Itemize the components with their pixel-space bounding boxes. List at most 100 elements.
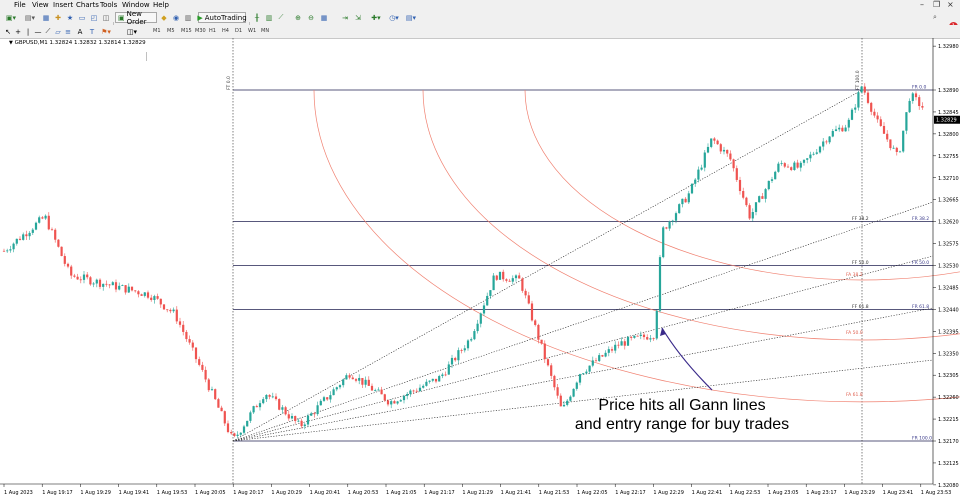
standard-toolbar: ▣▾ ▤▾ ▦ ✚ ★ ▭ ◰ ◫ ▣ New Order ◆ ◉ ▥ ▶ Auto… — [0, 9, 960, 33]
candle-body — [514, 275, 518, 279]
candle-body — [556, 387, 559, 396]
time-label: 1 Aug 21:53 — [539, 490, 570, 496]
trendline-icon[interactable]: ⟋ — [45, 27, 51, 35]
timeframe-w1[interactable]: W1 — [248, 28, 257, 34]
zoom-in-icon[interactable]: ⊕ — [295, 13, 301, 22]
new-order-button[interactable]: ▣ New Order — [115, 9, 157, 26]
candle-body — [636, 335, 639, 337]
timeframe-m1[interactable]: M1 — [153, 28, 161, 34]
bar-chart-icon[interactable]: ╫ — [254, 13, 260, 22]
candle-body — [569, 396, 572, 401]
text-icon[interactable]: A — [77, 27, 83, 36]
candle-body — [742, 191, 745, 198]
candle-body — [233, 433, 236, 436]
strategy-tester-icon[interactable]: ◰ — [90, 13, 98, 22]
restore-icon[interactable]: ❐ — [933, 0, 941, 9]
candle-body — [44, 215, 47, 219]
candle-body — [882, 125, 886, 134]
candle-body — [470, 339, 473, 341]
candle-body — [290, 416, 294, 419]
new-chart-icon[interactable]: ▣▾ — [5, 13, 17, 22]
price-label: 1.32440 — [938, 307, 959, 313]
menu-view[interactable]: View — [32, 1, 49, 9]
fan-line — [232, 201, 934, 442]
vertical-line-icon[interactable]: | — [26, 27, 30, 36]
candlestick-chart-icon[interactable]: ▥ — [265, 13, 273, 22]
close-icon[interactable]: × — [947, 0, 954, 9]
periods-icon[interactable]: ◷▾ — [389, 13, 399, 22]
market-icon[interactable]: ▥ — [184, 13, 192, 22]
candle-body — [918, 97, 921, 107]
metaeditor-icon[interactable]: ◆ — [161, 13, 167, 22]
timeframe-d1[interactable]: D1 — [235, 28, 243, 34]
indicators-icon[interactable]: ✚▾ — [371, 13, 381, 22]
cursor-icon[interactable]: ↖ — [5, 27, 11, 36]
timeframe-mn[interactable]: MN — [261, 28, 270, 34]
search-icon[interactable]: ⌕ — [933, 13, 937, 21]
market-watch-icon[interactable]: ▦ — [42, 13, 50, 22]
terminal-icon[interactable]: ▭ — [78, 13, 86, 22]
candle-body — [399, 400, 402, 402]
candle-body — [98, 279, 102, 287]
candle-body — [284, 407, 287, 415]
timeframe-h4[interactable]: H4 — [222, 28, 229, 34]
candle-body — [50, 229, 54, 231]
candle-body — [655, 310, 658, 339]
signals-icon[interactable]: ◉ — [172, 13, 180, 22]
auto-scroll-icon[interactable]: ⇲ — [355, 13, 361, 22]
candle-body — [175, 309, 178, 322]
candle-body — [210, 389, 214, 391]
arrows-icon[interactable]: ⚑▾ — [101, 27, 111, 36]
timeframe-m30[interactable]: M30 — [195, 28, 206, 34]
price-label: 1.32575 — [938, 242, 959, 248]
menu-tools[interactable]: Tools — [100, 1, 118, 9]
candle-body — [530, 303, 534, 321]
chart-window[interactable]: 1.32980 1.32890 1.32845 1.32800 1.32755 1.327… — [0, 38, 960, 498]
menu-window[interactable]: Window — [122, 1, 150, 9]
candle-body — [831, 130, 834, 137]
timeframe-h1[interactable]: H1 — [209, 28, 216, 34]
candle-body — [690, 183, 694, 194]
candle-body — [431, 378, 434, 381]
menu-charts[interactable]: Charts — [76, 1, 99, 9]
candle-body — [694, 179, 697, 184]
candle-body — [492, 275, 495, 291]
profiles-icon[interactable]: ▤▾ — [24, 13, 36, 22]
candle-body — [386, 400, 390, 405]
candle-body — [223, 411, 226, 424]
candle-body — [377, 389, 380, 391]
candle-body — [732, 159, 735, 169]
horizontal-line-icon[interactable]: — — [34, 27, 42, 36]
price-chart[interactable]: 1.32980 1.32890 1.32845 1.32800 1.32755 1.327… — [0, 38, 960, 498]
menu-file[interactable]: File — [14, 1, 26, 9]
menu-insert[interactable]: Insert — [53, 1, 74, 9]
zoom-out-icon[interactable]: ⊖ — [308, 13, 314, 22]
timeframe-m15[interactable]: M15 — [181, 28, 192, 34]
candle-body — [886, 133, 889, 140]
tile-windows-icon[interactable]: ▦ — [320, 13, 328, 22]
minimize-icon[interactable]: – — [920, 0, 924, 9]
channel-icon[interactable]: ▱ — [55, 27, 61, 36]
candle-body — [415, 390, 418, 392]
timeframe-m5[interactable]: M5 — [167, 28, 175, 34]
chart-shift-icon[interactable]: ⇥ — [342, 13, 348, 22]
templates-icon[interactable]: ▤▾ — [405, 13, 417, 22]
candle-body — [783, 163, 786, 167]
price-label: 1.32710 — [938, 176, 959, 182]
text-label-icon[interactable]: T — [89, 27, 95, 36]
line-chart-icon[interactable]: ⟋ — [278, 13, 284, 21]
menu-help[interactable]: Help — [153, 1, 169, 9]
data-window-icon[interactable]: ✚ — [55, 13, 61, 22]
more-tools-icon[interactable]: ◫▾ — [126, 27, 138, 36]
candle-body — [438, 376, 441, 382]
time-label: 1 Aug 2023 — [4, 490, 33, 496]
candle-body — [12, 243, 15, 250]
autotrading-button[interactable]: ▶ AutoTrading — [197, 12, 247, 23]
fibonacci-icon[interactable]: ≡ — [65, 27, 71, 36]
new-order-label: New Order — [126, 9, 147, 26]
options-icon[interactable]: ◫ — [102, 13, 110, 22]
crosshair-icon[interactable]: + — [15, 27, 21, 36]
candle-body — [15, 238, 18, 244]
navigator-icon[interactable]: ★ — [66, 13, 74, 22]
price-label: 1.32125 — [938, 461, 959, 467]
